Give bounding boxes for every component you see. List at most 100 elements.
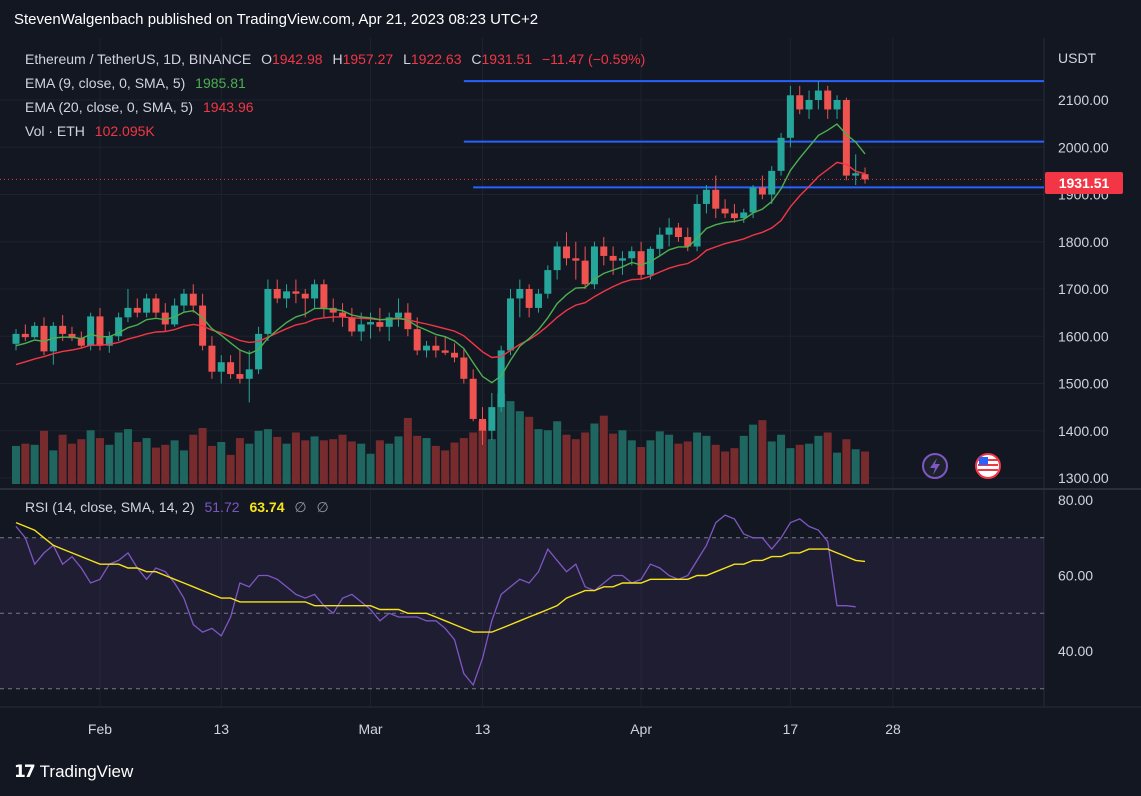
candle-body [180, 293, 188, 306]
candle-body [852, 173, 860, 176]
candle-body [749, 187, 757, 213]
volume-bar [525, 416, 534, 484]
volume-bar [674, 443, 683, 484]
candle-body [656, 234, 664, 249]
volume-bar [86, 430, 95, 484]
price-tick-label: 1800.00 [1058, 234, 1109, 250]
volume-bar [581, 432, 590, 484]
candle-body [283, 291, 291, 299]
candle-body [740, 212, 748, 219]
volume-bar [823, 432, 832, 484]
legend-change: −11.47 (−0.59%) [542, 51, 645, 67]
candle-body [236, 374, 244, 379]
candle-body [600, 246, 608, 256]
candle-body [413, 329, 421, 351]
candle-body [423, 345, 431, 351]
volume-bar [123, 429, 132, 484]
candle-body [544, 270, 552, 294]
volume-bar [497, 393, 506, 484]
legend-close-label: C [471, 51, 481, 67]
volume-bar [553, 421, 562, 484]
volume-bar [21, 443, 30, 484]
volume-bar [403, 417, 412, 484]
volume-bar [637, 447, 646, 484]
candle-body [245, 369, 253, 379]
legend-ema9-label: EMA (9, close, 0, SMA, 5) [25, 75, 185, 91]
candle-body [40, 325, 48, 352]
volume-bar [702, 435, 711, 484]
legend-rsi-extra2: ∅ [316, 499, 328, 515]
time-tick-label: Mar [358, 721, 382, 737]
price-axis[interactable]: 1300.00 1400.00 1500.00 1600.00 1700.00 1800.… [1058, 92, 1109, 659]
legend: Ethereum / TetherUS, 1D, BINANCE O1942.9… [25, 51, 645, 515]
chart-canvas[interactable]: 1300.00 1400.00 1500.00 1600.00 1700.00 1800.… [0, 0, 1141, 752]
candle-body [525, 289, 533, 308]
candle-body [124, 307, 132, 318]
candle-body [329, 307, 337, 313]
candle-body [189, 293, 197, 306]
volume-bar [77, 439, 86, 484]
volume-bar [114, 432, 123, 484]
candle-body [339, 312, 347, 318]
volume-bar [534, 429, 543, 484]
candle-body [861, 174, 869, 180]
candle-body [367, 322, 375, 325]
legend-open-label: O [261, 51, 272, 67]
candle-body [488, 407, 496, 431]
us-flag-event-icon[interactable] [975, 453, 1001, 479]
volume-bar [30, 444, 39, 484]
volume-bar [441, 450, 450, 484]
candle-body [581, 260, 589, 285]
candle-body [143, 298, 151, 313]
candle-body [693, 203, 701, 247]
candle-body [208, 345, 216, 372]
volume-bar [49, 450, 58, 484]
price-tick-label: 1300.00 [1058, 470, 1109, 486]
candle-body [255, 333, 263, 370]
volume-bar [459, 438, 468, 484]
tradingview-logo[interactable]: 17 TradingView [14, 762, 133, 782]
candle-body [227, 362, 235, 375]
candle-body [618, 258, 626, 261]
horizontal-levels[interactable] [463, 80, 1044, 189]
legend-low: 1922.63 [411, 51, 462, 67]
candle-body [684, 237, 692, 247]
candle-body [712, 189, 720, 209]
lightning-event-icon[interactable] [922, 453, 948, 479]
candle-body [730, 213, 738, 219]
candle-body [217, 362, 225, 372]
candle-body [469, 378, 477, 419]
candle-body [21, 333, 29, 338]
volume-bar [254, 430, 263, 484]
volume-bar [739, 435, 748, 484]
candle-body [562, 246, 570, 259]
time-tick-label: 13 [213, 721, 229, 737]
candle-body [814, 90, 822, 100]
volume-bar [478, 421, 487, 484]
time-tick-label: 17 [783, 721, 799, 737]
legend-close: 1931.51 [482, 51, 533, 67]
candle-body [264, 289, 272, 334]
volume-bar [833, 452, 842, 484]
candle-body [59, 325, 67, 334]
price-tick-label: 1400.00 [1058, 423, 1109, 439]
time-axis[interactable]: Feb 13 Mar 13 Apr 17 28 [88, 721, 901, 737]
price-tick-label: 1700.00 [1058, 281, 1109, 297]
candle-body [674, 227, 682, 238]
svg-text:RSI (14, close, SMA, 14, 2): RSI (14, close, SMA, 14, 2) 51.72 63.74 … [25, 499, 329, 515]
footer: 17 TradingView [0, 752, 1141, 796]
candle-body [506, 298, 514, 351]
volume-bar [263, 429, 272, 484]
candle-body [12, 333, 20, 344]
volume-bar [487, 439, 496, 484]
svg-text:EMA (9, close, 0, SMA, 5): EMA (9, close, 0, SMA, 5) 1985.81 [25, 75, 246, 91]
candle-body [301, 293, 309, 299]
volume-bar [67, 443, 76, 484]
legend-open: 1942.98 [272, 51, 323, 67]
volume-bar [58, 434, 67, 484]
volume-bar [861, 451, 870, 484]
volume-bar [758, 420, 767, 484]
volume-bar [273, 436, 282, 484]
candle-body [824, 90, 832, 110]
volume-bar [683, 441, 692, 484]
